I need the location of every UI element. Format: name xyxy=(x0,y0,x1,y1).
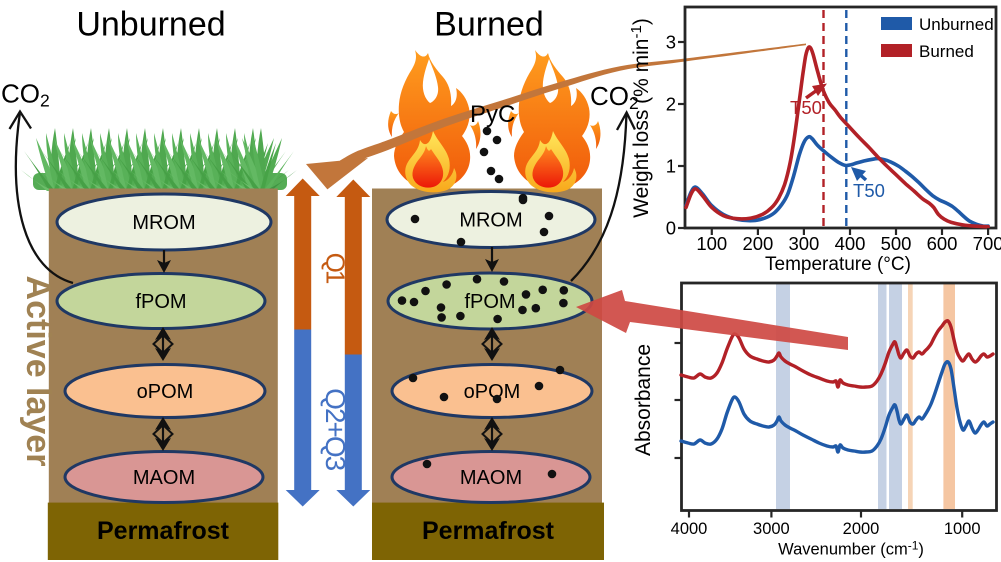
svg-text:Weight loss (% min-1): Weight loss (% min-1) xyxy=(628,18,653,218)
svg-text:T50: T50 xyxy=(790,97,822,118)
svg-text:1000: 1000 xyxy=(944,520,981,538)
svg-text:200: 200 xyxy=(742,233,773,254)
svg-text:Q1: Q1 xyxy=(321,253,351,284)
svg-text:CO2: CO2 xyxy=(1,78,50,110)
svg-text:700: 700 xyxy=(973,233,1001,254)
svg-text:Temperature (°C): Temperature (°C) xyxy=(765,254,911,275)
svg-text:Wavenumber (cm-1): Wavenumber (cm-1) xyxy=(778,539,924,559)
svg-text:MROM: MROM xyxy=(132,212,195,234)
svg-text:Unburned: Unburned xyxy=(919,15,994,34)
svg-text:600: 600 xyxy=(927,233,958,254)
svg-text:PyC: PyC xyxy=(470,101,515,128)
svg-text:500: 500 xyxy=(881,233,912,254)
svg-text:3000: 3000 xyxy=(753,520,790,538)
svg-text:fPOM: fPOM xyxy=(464,291,515,313)
svg-text:100: 100 xyxy=(696,233,727,254)
svg-text:300: 300 xyxy=(788,233,819,254)
svg-text:MAOM: MAOM xyxy=(133,467,195,489)
svg-text:oPOM: oPOM xyxy=(137,381,194,403)
svg-text:Active layer: Active layer xyxy=(19,276,57,467)
svg-text:Permafrost: Permafrost xyxy=(422,517,555,545)
svg-text:1: 1 xyxy=(666,156,676,177)
svg-text:MROM: MROM xyxy=(459,210,522,232)
svg-text:400: 400 xyxy=(835,233,866,254)
svg-text:Burned: Burned xyxy=(919,42,974,61)
svg-text:4000: 4000 xyxy=(671,520,708,538)
svg-text:Burned: Burned xyxy=(434,6,544,44)
svg-text:Absorbance: Absorbance xyxy=(632,344,655,456)
svg-text:Unburned: Unburned xyxy=(76,6,225,44)
svg-text:oPOM: oPOM xyxy=(464,381,521,403)
svg-text:0: 0 xyxy=(666,218,676,239)
svg-text:fPOM: fPOM xyxy=(135,291,186,313)
svg-text:Q2+Q3: Q2+Q3 xyxy=(320,388,351,470)
svg-text:2: 2 xyxy=(666,94,676,115)
svg-text:3: 3 xyxy=(666,32,676,53)
svg-text:T50: T50 xyxy=(853,180,885,201)
svg-text:2000: 2000 xyxy=(843,520,880,538)
svg-text:Permafrost: Permafrost xyxy=(97,517,230,545)
svg-text:MAOM: MAOM xyxy=(460,467,522,489)
